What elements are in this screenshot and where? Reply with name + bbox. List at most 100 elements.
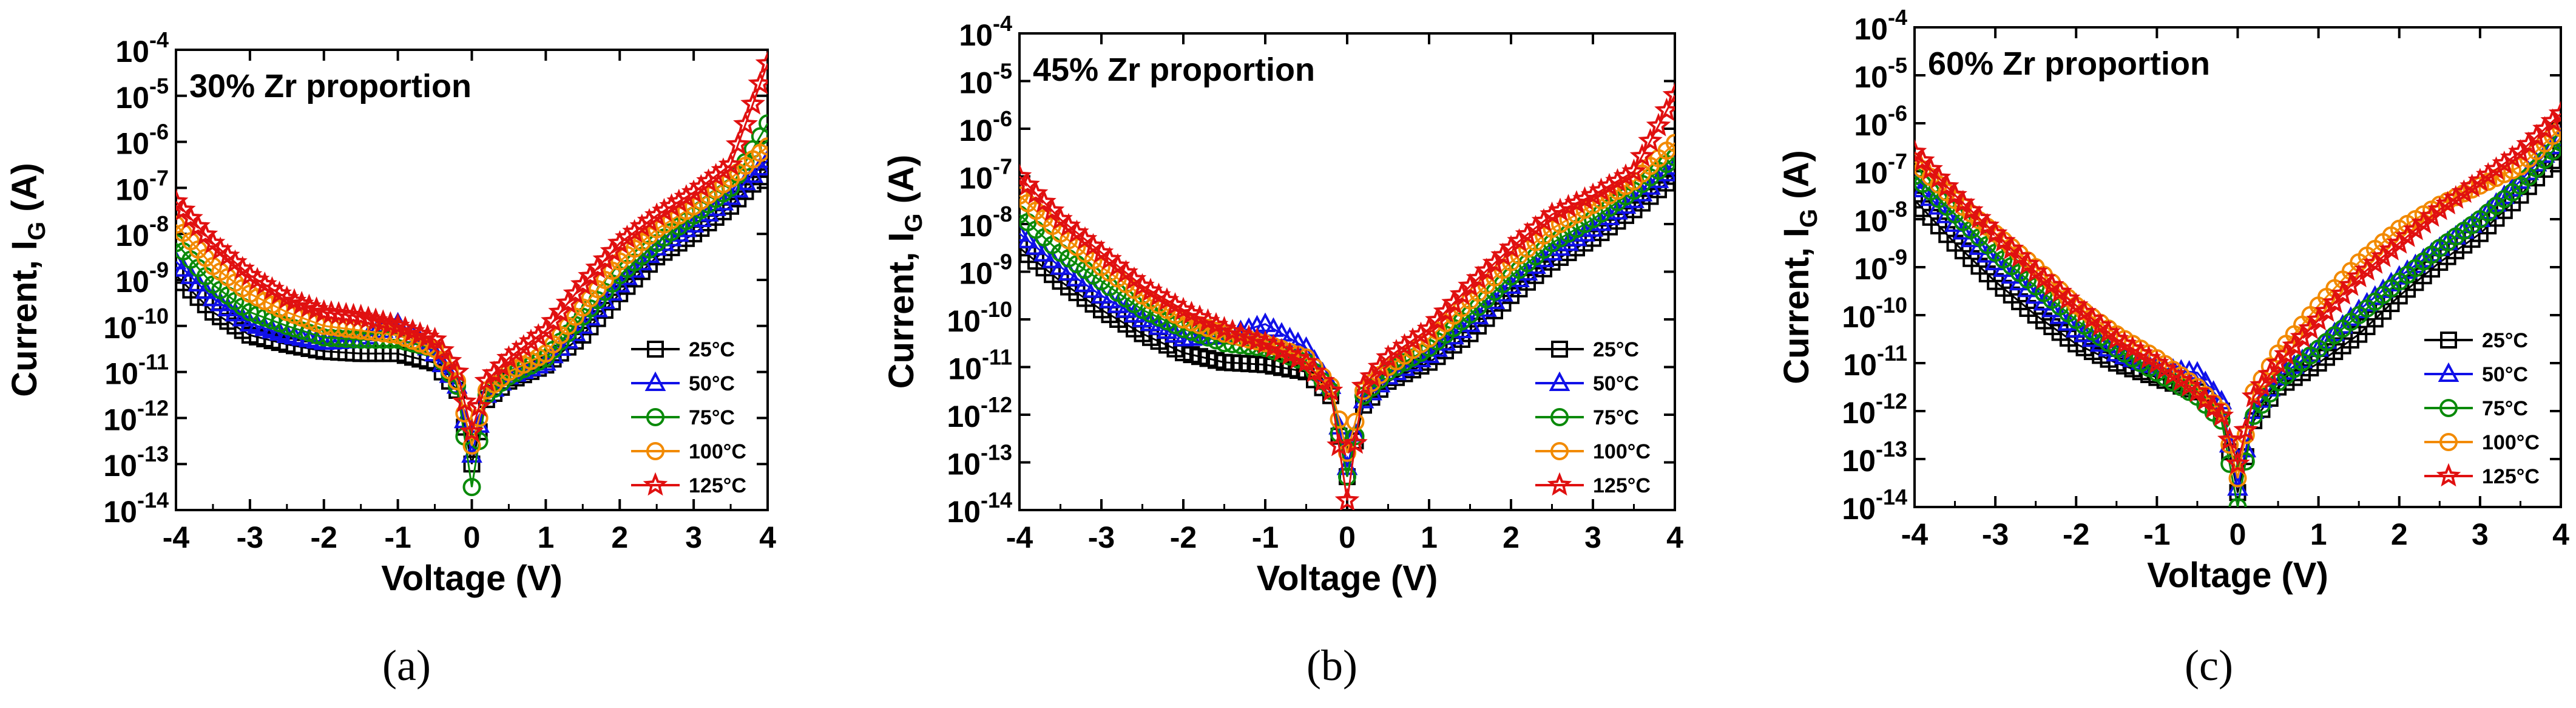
data-point xyxy=(1952,220,1974,240)
data-point xyxy=(755,50,768,75)
y-tick-label: 10-14 xyxy=(1842,485,1907,526)
data-point xyxy=(1019,163,1032,187)
data-point xyxy=(1515,221,1540,245)
panel-caption: (a) xyxy=(382,641,431,690)
legend-marker xyxy=(643,472,668,496)
data-point xyxy=(1541,240,1563,261)
data-point xyxy=(2225,451,2250,475)
data-point xyxy=(1165,322,1186,343)
x-tick-label: 1 xyxy=(2310,517,2327,551)
legend-label: 75°C xyxy=(689,406,735,429)
data-point xyxy=(541,308,566,332)
data-point xyxy=(1960,227,1982,248)
x-tick-label: -4 xyxy=(1901,517,1929,551)
x-tick-label: -3 xyxy=(1088,520,1115,554)
data-point xyxy=(2484,156,2509,180)
legend-label: 75°C xyxy=(1593,406,1639,429)
data-point xyxy=(1533,247,1555,268)
data-point xyxy=(2228,498,2247,507)
chart-title: 45% Zr proportion xyxy=(1033,52,1315,88)
legend-marker xyxy=(1547,472,1572,496)
y-tick-label: 10-12 xyxy=(947,392,1012,434)
legend-marker xyxy=(1550,408,1569,426)
legend-label: 25°C xyxy=(2482,329,2528,352)
data-point xyxy=(232,307,254,327)
data-point xyxy=(195,279,217,299)
data-point xyxy=(563,281,588,305)
data-point xyxy=(1343,430,1368,454)
data-point xyxy=(348,304,374,328)
series-line xyxy=(1019,142,1675,454)
y-tick-label: 10-6 xyxy=(1854,101,1907,142)
data-point xyxy=(1523,214,1548,239)
data-point xyxy=(1572,186,1597,210)
data-point xyxy=(2492,150,2517,174)
data-point xyxy=(2217,426,2242,451)
data-point xyxy=(1944,212,1966,232)
legend-marker xyxy=(2440,332,2457,349)
x-tick-label: -2 xyxy=(311,520,337,554)
x-tick-label: 0 xyxy=(1339,520,1356,554)
data-point xyxy=(370,309,396,333)
x-tick-label: -4 xyxy=(1006,520,1033,554)
data-point xyxy=(1640,175,1661,195)
data-point xyxy=(1607,200,1628,220)
legend-label: 125°C xyxy=(2482,465,2540,488)
y-axis-label: Current, IG (A) xyxy=(1777,150,1822,384)
y-tick-label: 10-14 xyxy=(947,488,1012,529)
data-point xyxy=(448,376,467,395)
data-point xyxy=(1346,412,1365,431)
chart-title: 30% Zr proportion xyxy=(189,68,472,104)
data-point xyxy=(759,137,768,156)
series-line xyxy=(1019,95,1675,501)
data-point xyxy=(1123,302,1145,323)
series-3 xyxy=(176,137,768,455)
x-tick-label: 4 xyxy=(2552,517,2569,551)
y-tick-label: 10-7 xyxy=(959,154,1012,196)
data-point xyxy=(1509,267,1530,288)
x-axis-label: Voltage (V) xyxy=(381,559,563,598)
panel-caption: (c) xyxy=(2185,641,2233,690)
data-point xyxy=(311,299,337,323)
x-axis-label: Voltage (V) xyxy=(1257,559,1438,598)
data-point xyxy=(718,152,743,175)
chart-panel-2: -4 -3 -2 -1 0 1 2 3 4 10-14 10-13 10-12 10-11 10-10 10… xyxy=(1777,5,2569,690)
data-point xyxy=(666,188,692,213)
data-point xyxy=(1549,236,1571,256)
data-point xyxy=(1148,315,1169,335)
data-point xyxy=(1376,344,1401,369)
legend: 25°C 50°C 75°C 100°C 125°C xyxy=(2424,329,2540,488)
y-tick-label: 10-9 xyxy=(1854,245,1907,286)
y-tick-label: 10-12 xyxy=(103,395,169,437)
data-point xyxy=(1666,134,1675,152)
x-tick-label: -2 xyxy=(2063,517,2089,551)
y-tick-label: 10-13 xyxy=(103,441,169,483)
data-point xyxy=(1140,311,1161,332)
x-tick-label: 2 xyxy=(611,520,628,554)
data-point xyxy=(1564,190,1589,214)
data-point xyxy=(2443,185,2469,209)
data-point xyxy=(733,111,758,135)
x-tick-label: 3 xyxy=(2472,517,2489,551)
data-point xyxy=(459,418,484,443)
data-point xyxy=(1662,82,1675,106)
data-point xyxy=(1392,333,1417,357)
data-point xyxy=(1032,189,1056,213)
legend: 25°C 50°C 75°C 100°C 125°C xyxy=(631,338,746,497)
y-tick-label: 10-8 xyxy=(1854,197,1907,238)
legend-label: 125°C xyxy=(1593,474,1651,497)
legend-marker xyxy=(1549,371,1570,391)
data-point xyxy=(1019,172,1040,196)
legend-label: 100°C xyxy=(2482,431,2540,454)
legend-label: 25°C xyxy=(689,338,735,361)
y-tick-label: 10-11 xyxy=(1843,341,1907,382)
data-point xyxy=(1498,234,1524,259)
data-point xyxy=(2500,145,2525,169)
data-point xyxy=(740,90,765,115)
legend-label: 100°C xyxy=(689,440,746,463)
x-tick-label: -3 xyxy=(1982,517,2009,551)
y-tick-label: 10-10 xyxy=(947,297,1012,338)
x-tick-label: -1 xyxy=(1252,520,1279,554)
